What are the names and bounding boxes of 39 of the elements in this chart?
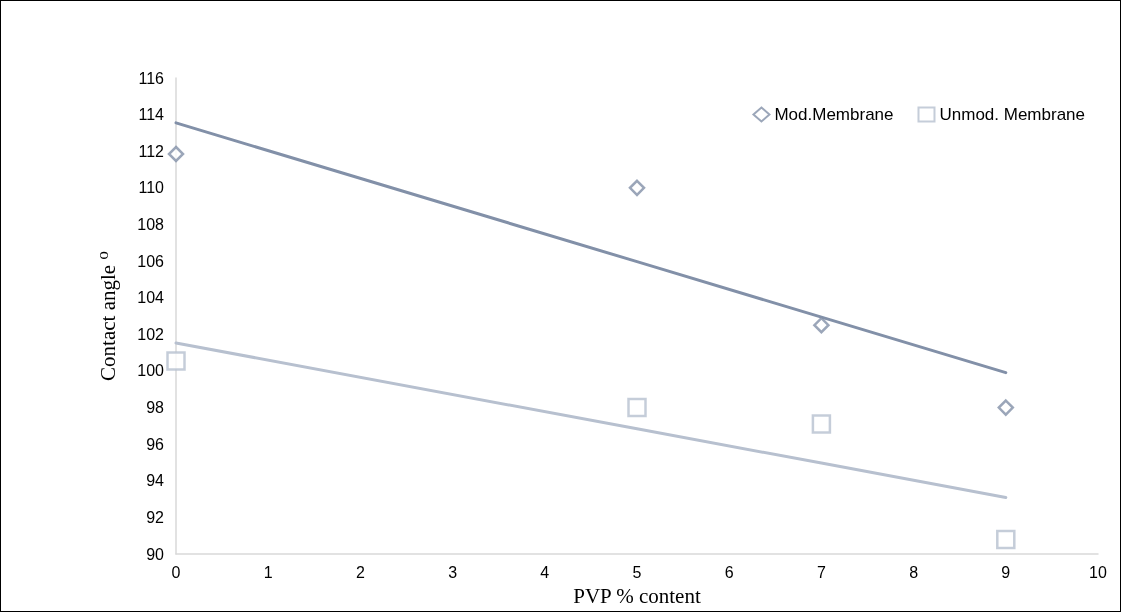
y-tick-label: 112	[138, 142, 165, 160]
point	[996, 529, 1016, 550]
x-tick-label: 10	[1089, 563, 1107, 581]
x-tick-label: 4	[540, 563, 550, 581]
x-tick-label: 6	[724, 563, 734, 581]
point	[628, 179, 646, 197]
legend-label: Unmod. Membrane	[939, 105, 1086, 124]
y-tick-label: 96	[146, 435, 165, 453]
y-tick-label: 102	[137, 325, 165, 343]
y-tick-label: 106	[137, 252, 165, 270]
x-tick-label: 5	[632, 563, 642, 581]
point	[166, 351, 186, 371]
point	[627, 397, 647, 418]
y-tick-label: 114	[138, 106, 165, 124]
x-tick-label: 3	[448, 563, 458, 581]
x-axis-title: PVP % content	[573, 583, 701, 608]
x-tick-label: 8	[909, 563, 919, 581]
y-tick-label: 104	[137, 289, 165, 307]
line-series	[174, 121, 1008, 375]
line-series	[174, 341, 1008, 500]
y-axis-title: Contact angle ⁰	[95, 251, 120, 381]
legend-label: Mod.Membrane	[774, 105, 894, 124]
point	[811, 414, 832, 434]
y-tick-label: 108	[137, 215, 165, 233]
y-tick-label: 98	[146, 399, 165, 417]
point	[167, 145, 185, 163]
x-tick-label: 0	[171, 563, 181, 581]
x-tick-label: 1	[263, 563, 273, 581]
y-tick-label: 92	[146, 508, 165, 526]
point	[997, 399, 1015, 416]
x-tick-label: 7	[816, 563, 826, 581]
y-tick-label: 90	[146, 545, 165, 563]
x-tick-label: 2	[355, 563, 365, 581]
y-tick-label: 110	[138, 179, 165, 197]
y-tick-label: 94	[146, 472, 165, 490]
point	[813, 316, 830, 334]
y-tick-label: 100	[137, 362, 165, 380]
x-tick-label: 9	[1001, 563, 1011, 581]
y-tick-label: 116	[138, 69, 165, 87]
